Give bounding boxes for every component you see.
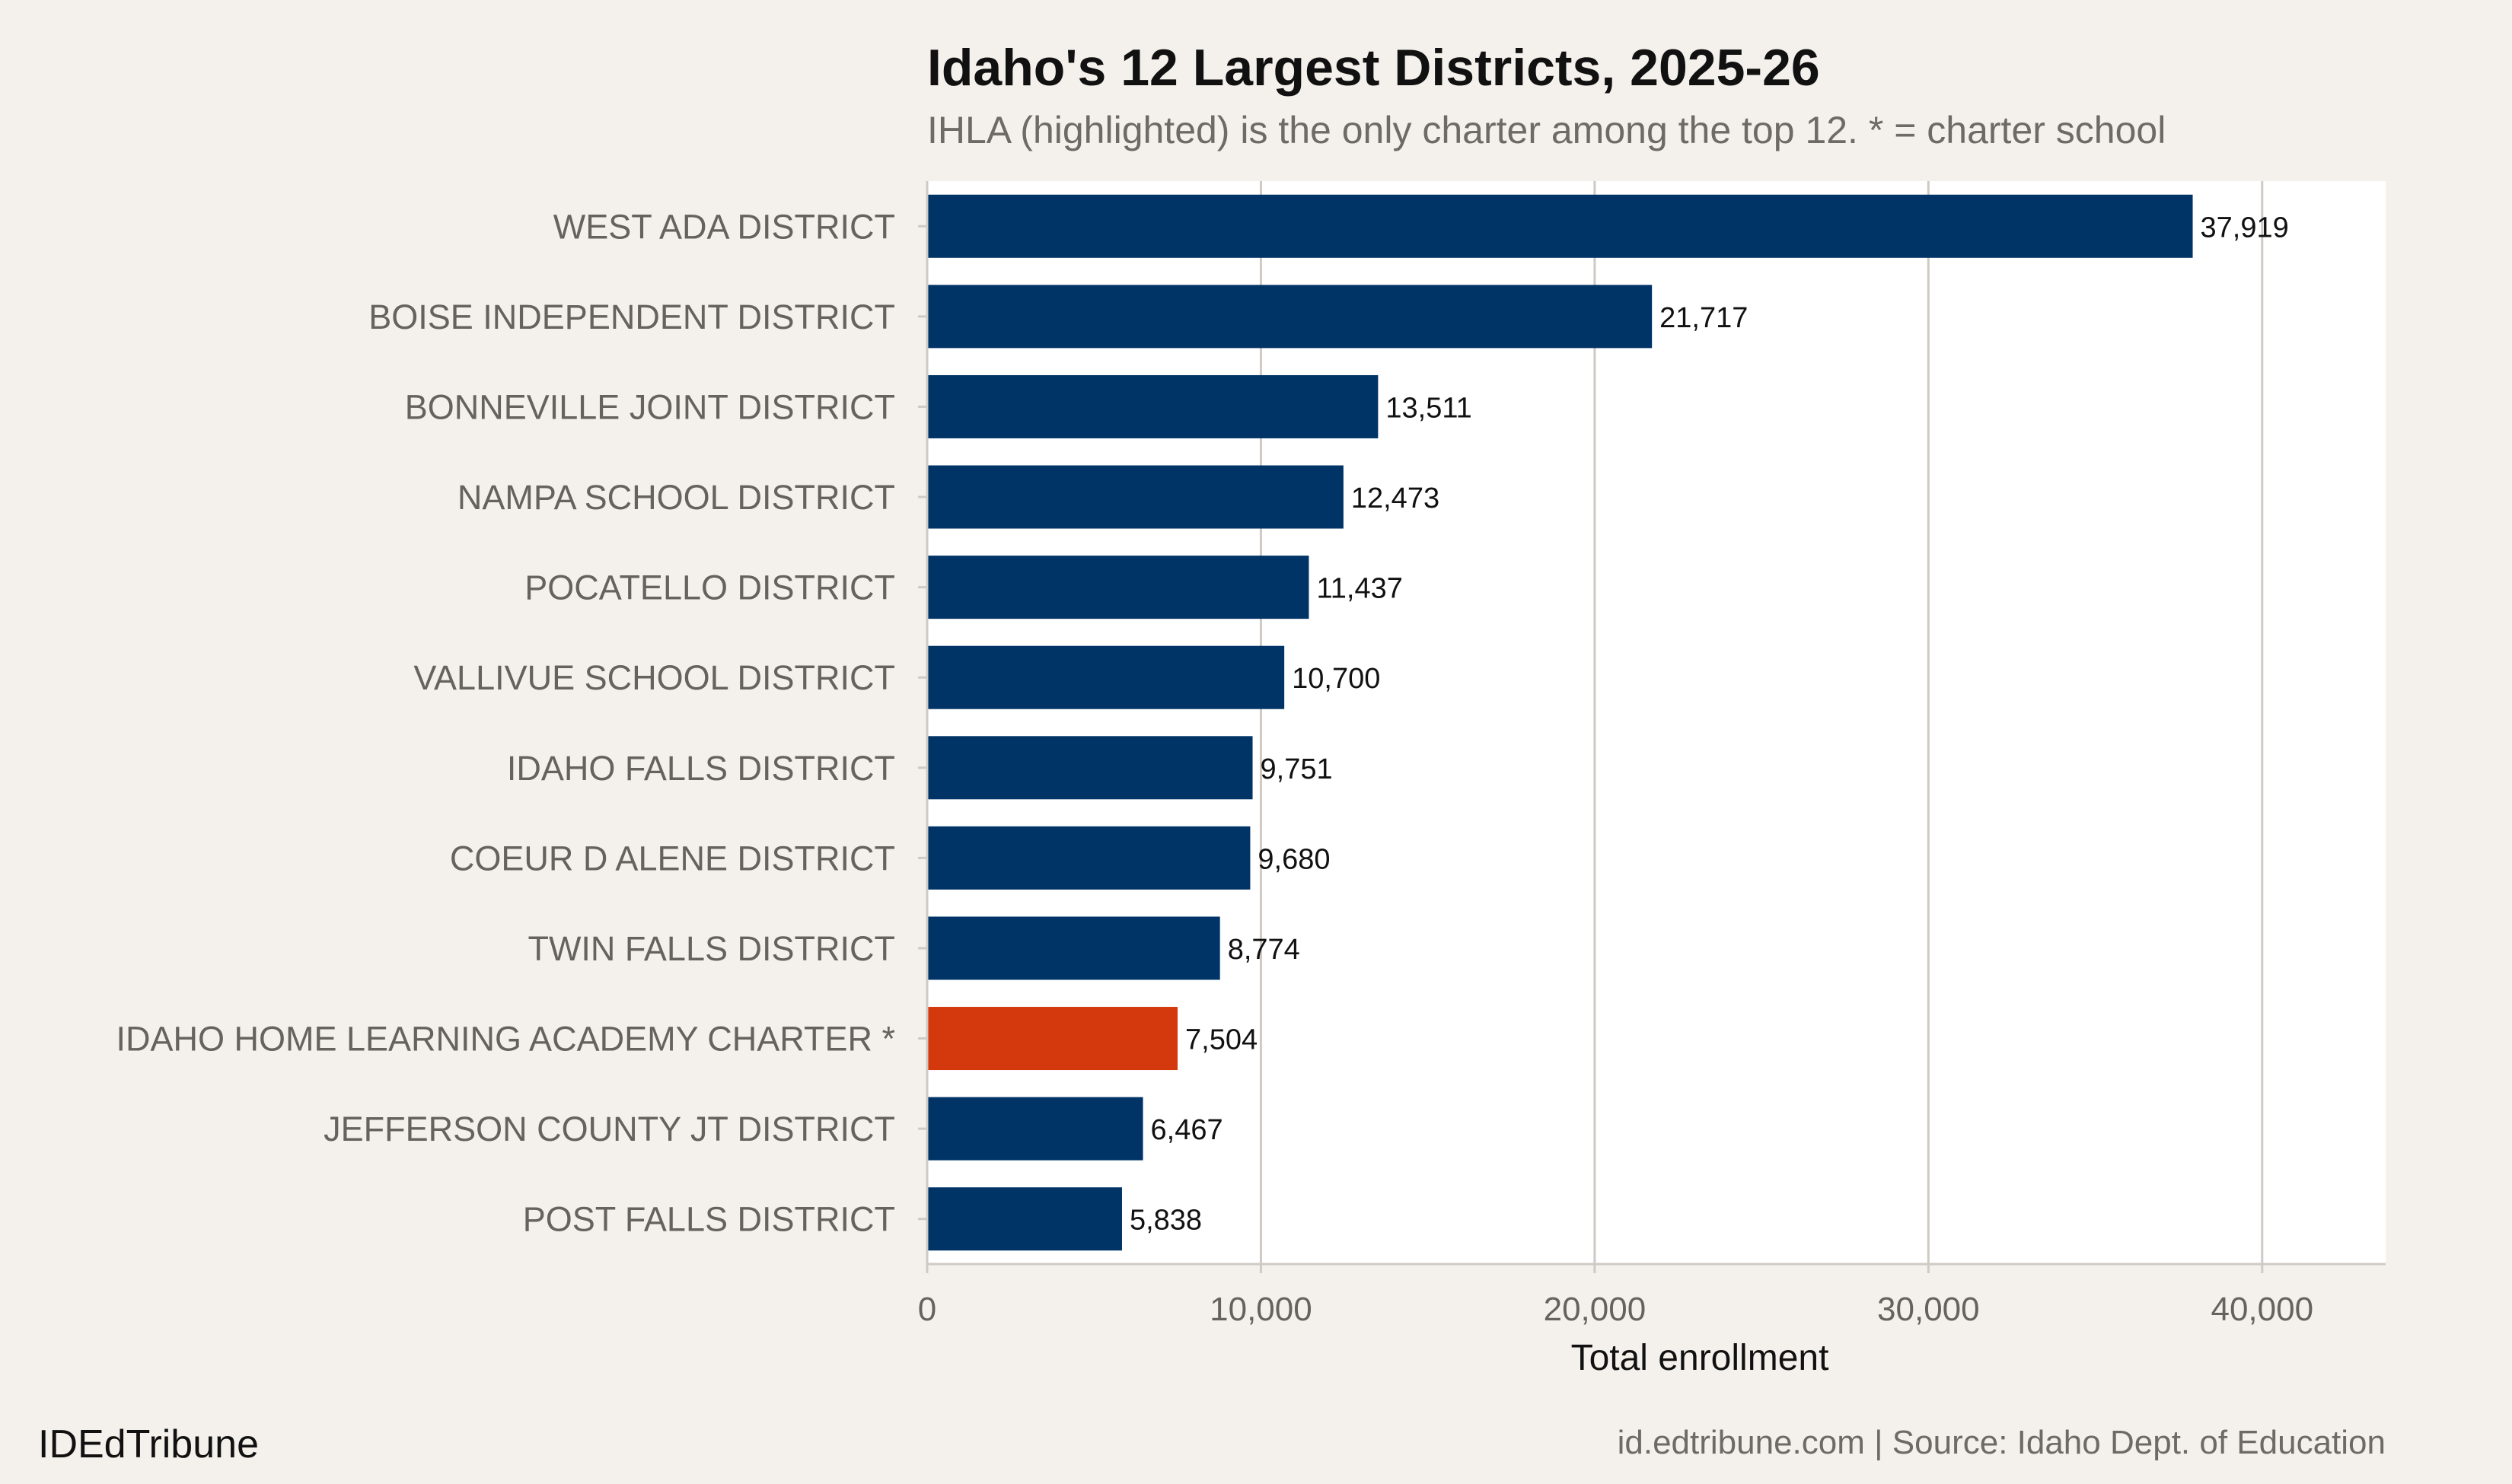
x-axis-title: Total enrollment [1571, 1338, 1829, 1378]
value-label: 7,504 [1185, 1024, 1258, 1056]
bar [927, 556, 1309, 619]
value-label: 9,751 [1261, 753, 1333, 785]
value-label: 13,511 [1385, 392, 1471, 424]
value-label: 11,437 [1316, 573, 1402, 605]
x-tick-label: 20,000 [1544, 1291, 1647, 1328]
bar [927, 374, 1379, 438]
bar [927, 645, 1285, 709]
value-label: 8,774 [1228, 934, 1300, 966]
value-label: 37,919 [2201, 212, 2289, 244]
x-tick-label: 40,000 [2211, 1291, 2313, 1328]
category-label: POST FALLS DISTRICT [523, 1200, 895, 1239]
chart-subtitle: IHLA (highlighted) is the only charter a… [927, 109, 2166, 151]
value-label: 9,680 [1258, 843, 1330, 875]
bar [927, 465, 1344, 529]
value-label: 10,700 [1292, 663, 1380, 695]
source-note: id.edtribune.com | Source: Idaho Dept. o… [1618, 1424, 2386, 1461]
bar [927, 194, 2193, 258]
category-label: BOISE INDEPENDENT DISTRICT [368, 298, 895, 336]
x-tick-label: 0 [918, 1291, 936, 1328]
brand-logo-text: IDEdTribune [38, 1422, 259, 1466]
bar [927, 285, 1653, 349]
bar [927, 1097, 1143, 1161]
bar [927, 1007, 1178, 1071]
category-label: WEST ADA DISTRICT [553, 207, 895, 246]
category-label: BONNEVILLE JOINT DISTRICT [405, 387, 895, 426]
category-label: COEUR D ALENE DISTRICT [450, 839, 895, 877]
x-tick-label: 30,000 [1877, 1291, 1980, 1328]
chart-title: Idaho's 12 Largest Districts, 2025-26 [927, 39, 1820, 97]
category-label: POCATELLO DISTRICT [524, 568, 895, 607]
value-label: 12,473 [1351, 482, 1439, 514]
bar [927, 1187, 1122, 1251]
bar [927, 826, 1251, 890]
value-label: 5,838 [1130, 1205, 1202, 1237]
category-label: IDAHO HOME LEARNING ACADEMY CHARTER * [116, 1020, 895, 1059]
category-label: TWIN FALLS DISTRICT [528, 929, 895, 968]
category-label: JEFFERSON COUNTY JT DISTRICT [324, 1110, 895, 1148]
category-label: NAMPA SCHOOL DISTRICT [457, 478, 895, 517]
x-tick-label: 10,000 [1210, 1291, 1312, 1328]
bar [927, 916, 1220, 980]
category-label: VALLIVUE SCHOOL DISTRICT [413, 658, 895, 697]
bar [927, 736, 1253, 800]
value-label: 6,467 [1151, 1114, 1223, 1146]
value-label: 21,717 [1659, 302, 1748, 334]
category-label: IDAHO FALLS DISTRICT [507, 749, 895, 788]
plot-panel [927, 181, 2386, 1264]
